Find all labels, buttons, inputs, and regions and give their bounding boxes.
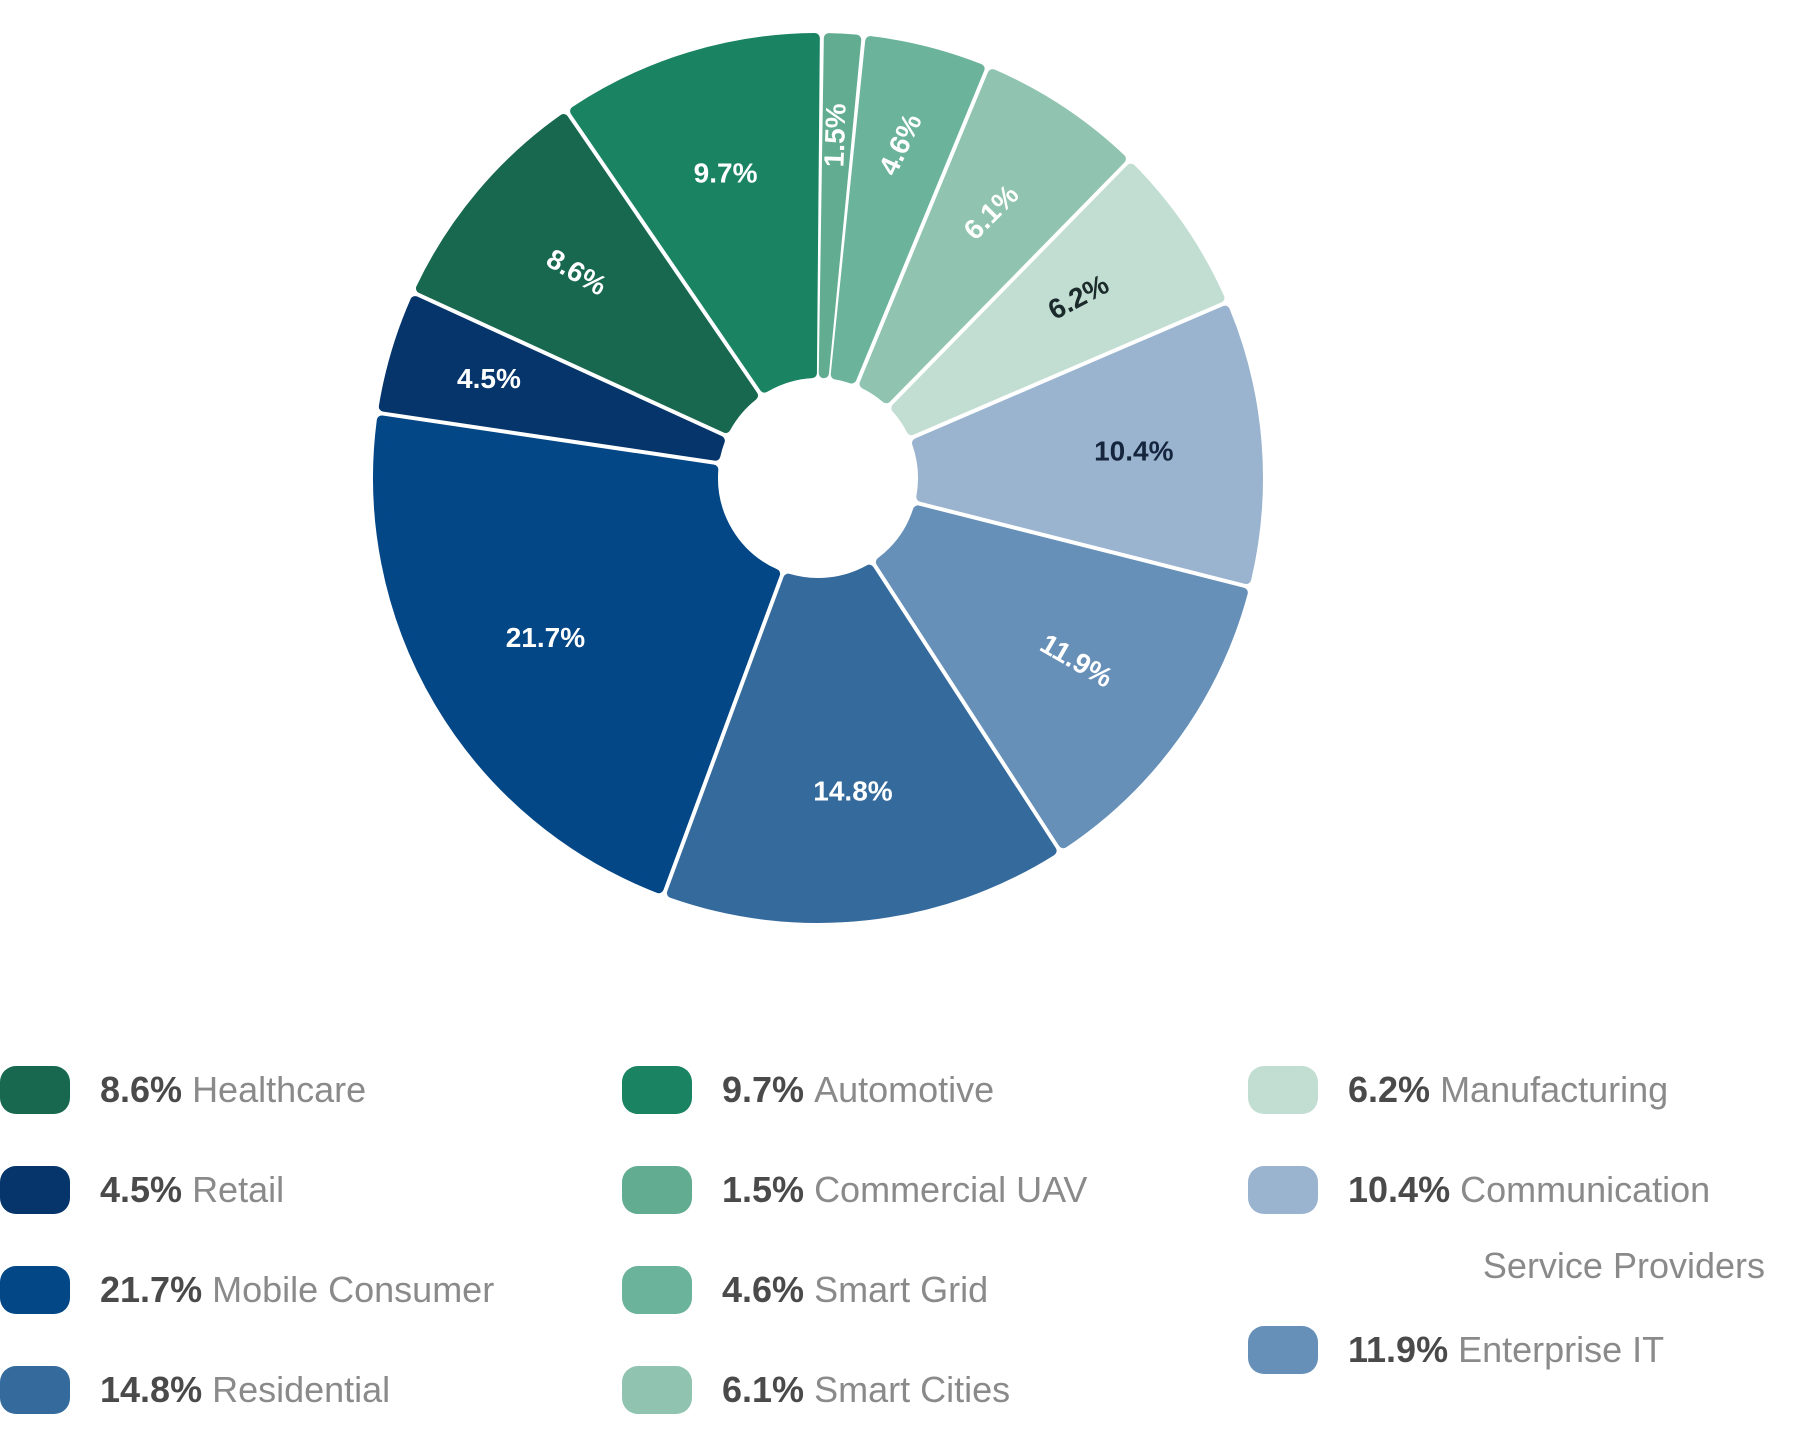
pie-slice-manufacturing (891, 163, 1225, 436)
legend-swatch (0, 1066, 70, 1114)
legend-swatch (0, 1366, 70, 1414)
legend-text: 8.6% Healthcare (100, 1069, 366, 1111)
legend-value: 4.6% (722, 1269, 805, 1310)
data-label: 10.4% (1094, 435, 1173, 466)
pie-slice-smart-grid (830, 36, 985, 384)
pie-slice-residential (666, 564, 1057, 923)
legend-label-continuation: Service Providers (1482, 1245, 1765, 1286)
legend-swatch (622, 1066, 692, 1114)
pie-slice-automotive (570, 33, 820, 393)
legend-swatch (1248, 1166, 1318, 1214)
pie-slice-commercial-uav (818, 33, 862, 379)
legend-item: 1.5% Commercial UAV (622, 1165, 1087, 1215)
legend-text: 14.8% Residential (100, 1369, 390, 1411)
legend-text: 9.7% Automotive (722, 1069, 994, 1111)
legend-text: 4.5% Retail (100, 1169, 284, 1211)
legend-item: 11.9% Enterprise IT (1248, 1325, 1664, 1375)
legend-item: 10.4% Communication (1248, 1165, 1710, 1215)
data-label: 21.7% (506, 622, 585, 653)
legend-item: 6.2% Manufacturing (1248, 1065, 1668, 1115)
legend-text: 11.9% Enterprise IT (1348, 1329, 1664, 1371)
legend-text: 6.2% Manufacturing (1348, 1069, 1668, 1111)
legend-text: 10.4% Communication (1348, 1169, 1710, 1211)
legend-label: Mobile Consumer (212, 1269, 495, 1310)
legend-swatch (622, 1166, 692, 1214)
pie-slice-mobile-consumer (373, 415, 781, 894)
legend-label: Smart Cities (814, 1369, 1011, 1410)
legend-label: Residential (212, 1369, 391, 1410)
legend-value: 21.7% (100, 1269, 203, 1310)
legend-swatch (622, 1366, 692, 1414)
legend-value: 6.1% (722, 1369, 805, 1410)
legend-item: 14.8% Residential (0, 1365, 390, 1415)
legend-value: 9.7% (722, 1069, 805, 1110)
legend-item: 21.7% Mobile Consumer (0, 1265, 494, 1315)
legend-item: 8.6% Healthcare (0, 1065, 366, 1115)
legend-label: Commercial UAV (814, 1169, 1088, 1210)
pie-slice-healthcare (415, 114, 759, 433)
legend-text: 1.5% Commercial UAV (722, 1169, 1087, 1211)
legend-label: Healthcare (192, 1069, 367, 1110)
pie-slice-retail (378, 296, 725, 461)
legend-label: Automotive (814, 1069, 995, 1110)
legend-value: 14.8% (100, 1369, 203, 1410)
data-label: 4.5% (457, 363, 521, 394)
legend-label: Enterprise IT (1458, 1329, 1665, 1370)
legend-swatch (1248, 1326, 1318, 1374)
legend-label: Manufacturing (1440, 1069, 1669, 1110)
data-label: 1.5% (818, 103, 851, 168)
legend-label: Communication (1460, 1169, 1711, 1210)
legend-item: 9.7% Automotive (622, 1065, 994, 1115)
legend-value: 1.5% (722, 1169, 805, 1210)
legend-item: 4.5% Retail (0, 1165, 284, 1215)
legend-label: Retail (192, 1169, 285, 1210)
legend-swatch (1248, 1066, 1318, 1114)
legend-label: Smart Grid (814, 1269, 989, 1310)
legend-swatch (622, 1266, 692, 1314)
legend-swatch (0, 1266, 70, 1314)
pie-slice-enterprise-it (875, 505, 1248, 849)
pie-slice-communication-service-providers (912, 305, 1263, 584)
legend-swatch (0, 1166, 70, 1214)
legend-value: 4.5% (100, 1169, 183, 1210)
legend-value: 11.9% (1348, 1329, 1449, 1370)
legend-value: 10.4% (1348, 1169, 1451, 1210)
legend-text: 21.7% Mobile Consumer (100, 1269, 494, 1311)
pie-slice-smart-cities (859, 69, 1126, 404)
data-label: 14.8% (813, 775, 892, 806)
legend-value: 8.6% (100, 1069, 183, 1110)
legend-text: 6.1% Smart Cities (722, 1369, 1010, 1411)
pie-chart: 1.5% 4.6%6.1%6.2%10.4%11.9%14.8%21.7%4.5%… (373, 33, 1263, 923)
legend-value: 6.2% (1348, 1069, 1431, 1110)
legend-item: 6.1% Smart Cities (622, 1365, 1010, 1415)
legend-text: 4.6% Smart Grid (722, 1269, 988, 1311)
data-label: 9.7% (694, 157, 758, 188)
legend-item: 4.6% Smart Grid (622, 1265, 988, 1315)
